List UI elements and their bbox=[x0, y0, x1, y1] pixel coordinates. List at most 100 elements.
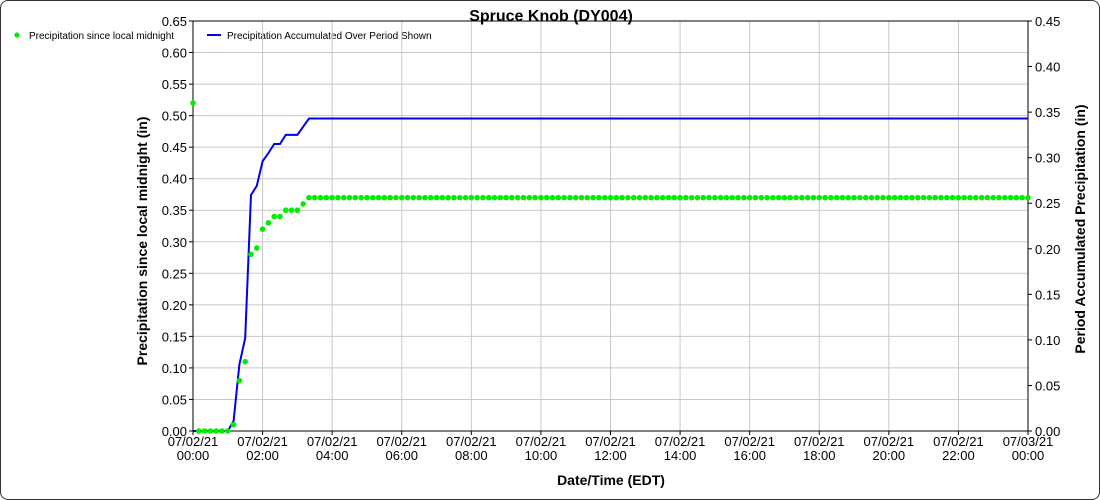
data-point-since-midnight bbox=[195, 428, 202, 434]
data-point-since-midnight bbox=[828, 194, 834, 201]
data-point-since-midnight bbox=[456, 194, 463, 201]
x-tick-label: 07/02/21 20:00 bbox=[864, 434, 915, 463]
data-point-since-midnight bbox=[555, 194, 562, 201]
data-point-since-midnight bbox=[1013, 194, 1020, 201]
data-point-since-midnight bbox=[329, 194, 335, 201]
y-axis-label: Precipitation since local midnight (in) bbox=[134, 117, 150, 366]
data-point-since-midnight bbox=[509, 194, 515, 201]
data-point-since-midnight bbox=[404, 194, 411, 201]
data-point-since-midnight bbox=[729, 194, 736, 201]
data-point-since-midnight bbox=[538, 194, 544, 201]
data-point-since-midnight bbox=[1007, 194, 1014, 201]
data-point-since-midnight bbox=[230, 421, 237, 428]
data-point-since-midnight bbox=[781, 194, 788, 201]
data-point-since-midnight bbox=[393, 194, 399, 201]
data-point-since-midnight bbox=[410, 194, 417, 201]
data-point-since-midnight bbox=[706, 194, 712, 201]
data-point-since-midnight bbox=[845, 194, 852, 201]
data-point-since-midnight bbox=[323, 194, 330, 201]
data-point-since-midnight bbox=[723, 194, 730, 201]
data-point-since-midnight bbox=[903, 194, 910, 201]
data-point-since-midnight bbox=[665, 194, 672, 201]
data-point-since-midnight bbox=[920, 194, 927, 201]
data-point-since-midnight bbox=[242, 358, 248, 365]
data-point-since-midnight bbox=[578, 194, 585, 201]
data-point-since-midnight bbox=[288, 207, 295, 214]
legend-marker-points bbox=[14, 32, 20, 38]
data-point-since-midnight bbox=[990, 194, 997, 201]
data-point-since-midnight bbox=[567, 194, 573, 201]
data-point-since-midnight bbox=[596, 194, 602, 201]
y-tick-label: 0.15 bbox=[162, 329, 187, 344]
data-point-since-midnight bbox=[973, 194, 979, 201]
y-tick-label: 0.65 bbox=[162, 14, 187, 29]
y2-tick-label: 0.00 bbox=[1035, 424, 1060, 439]
data-point-since-midnight bbox=[190, 100, 196, 106]
data-point-since-midnight bbox=[735, 194, 741, 201]
plot-area-border bbox=[192, 20, 1029, 432]
data-point-since-midnight bbox=[277, 213, 283, 220]
data-point-since-midnight bbox=[491, 194, 498, 201]
y-tick-label: 0.10 bbox=[162, 361, 187, 376]
y2-axis-label: Period Accumulated Precipitation (in) bbox=[1072, 104, 1088, 353]
data-point-since-midnight bbox=[398, 194, 405, 201]
data-point-since-midnight bbox=[607, 194, 614, 201]
data-point-since-midnight bbox=[265, 220, 272, 226]
data-point-since-midnight bbox=[561, 194, 567, 201]
data-point-since-midnight bbox=[775, 194, 782, 201]
data-point-since-midnight bbox=[712, 194, 718, 201]
data-point-since-midnight bbox=[213, 428, 219, 434]
y2-tick-label: 0.25 bbox=[1035, 196, 1060, 211]
data-point-since-midnight bbox=[874, 194, 881, 201]
data-point-since-midnight bbox=[462, 194, 469, 201]
data-point-since-midnight bbox=[642, 194, 649, 201]
data-point-since-midnight bbox=[619, 194, 625, 201]
data-point-since-midnight bbox=[891, 194, 898, 201]
data-point-since-midnight bbox=[839, 194, 846, 201]
data-point-since-midnight bbox=[932, 194, 939, 201]
data-point-since-midnight bbox=[758, 194, 765, 201]
data-point-since-midnight bbox=[300, 201, 306, 207]
data-point-since-midnight bbox=[259, 226, 266, 232]
data-point-since-midnight bbox=[1002, 194, 1008, 201]
data-point-since-midnight bbox=[439, 194, 446, 201]
legend-label-points: Precipitation since local midnight bbox=[29, 31, 174, 42]
chart-title: Spruce Knob (DY004) bbox=[469, 8, 633, 25]
data-point-since-midnight bbox=[804, 194, 811, 201]
data-point-since-midnight bbox=[741, 194, 747, 201]
data-point-since-midnight bbox=[340, 194, 347, 201]
y-tick-label: 0.45 bbox=[162, 140, 187, 155]
data-point-since-midnight bbox=[381, 194, 388, 201]
data-point-since-midnight bbox=[833, 194, 840, 201]
data-point-since-midnight bbox=[520, 194, 527, 201]
data-point-since-midnight bbox=[358, 194, 364, 201]
x-tick-label: 07/03/21 00:00 bbox=[1003, 434, 1054, 463]
legend-label-line: Precipitation Accumulated Over Period Sh… bbox=[227, 31, 432, 42]
data-point-since-midnight bbox=[961, 194, 968, 201]
data-point-since-midnight bbox=[915, 194, 921, 201]
data-point-since-midnight bbox=[816, 194, 823, 201]
data-point-since-midnight bbox=[897, 194, 904, 201]
data-point-since-midnight bbox=[810, 194, 817, 201]
data-point-since-midnight bbox=[219, 428, 225, 434]
data-point-since-midnight bbox=[752, 194, 759, 201]
data-point-since-midnight bbox=[944, 194, 950, 201]
data-point-since-midnight bbox=[746, 194, 753, 201]
data-point-since-midnight bbox=[880, 194, 886, 201]
data-point-since-midnight bbox=[311, 194, 318, 201]
data-point-since-midnight bbox=[201, 428, 208, 434]
data-point-since-midnight bbox=[497, 194, 504, 201]
data-point-since-midnight bbox=[532, 194, 538, 201]
data-point-since-midnight bbox=[294, 207, 301, 214]
data-point-since-midnight bbox=[253, 245, 260, 251]
x-tick-label: 07/02/21 10:00 bbox=[516, 434, 567, 463]
y-tick-label: 0.25 bbox=[162, 266, 187, 281]
data-point-since-midnight bbox=[282, 207, 289, 214]
data-point-since-midnight bbox=[868, 194, 875, 201]
data-point-since-midnight bbox=[601, 194, 608, 201]
data-point-since-midnight bbox=[636, 194, 643, 201]
x-axis-label: Date/Time (EDT) bbox=[557, 472, 665, 488]
x-tick-label: 07/02/21 22:00 bbox=[933, 434, 984, 463]
y2-tick-label: 0.20 bbox=[1035, 242, 1060, 257]
